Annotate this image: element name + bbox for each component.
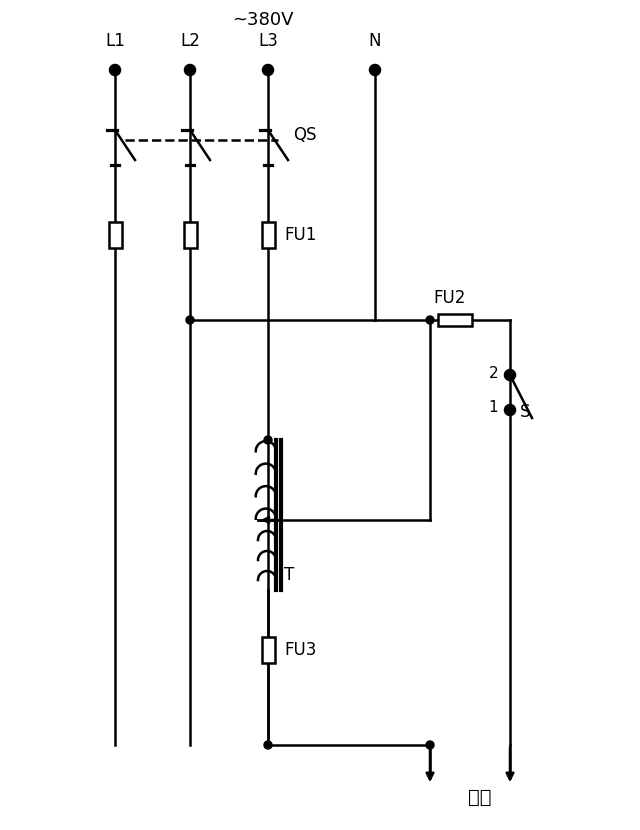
- Text: QS: QS: [293, 126, 317, 144]
- Circle shape: [264, 741, 272, 749]
- Circle shape: [426, 316, 434, 324]
- Bar: [262, 222, 275, 248]
- Circle shape: [185, 65, 195, 75]
- Bar: [184, 222, 196, 248]
- Text: ~380V: ~380V: [232, 11, 294, 29]
- Text: FU2: FU2: [434, 289, 466, 307]
- Circle shape: [505, 370, 515, 380]
- Circle shape: [264, 436, 272, 444]
- Text: N: N: [369, 32, 381, 50]
- Bar: [262, 637, 275, 663]
- Text: T: T: [284, 566, 294, 584]
- Text: FU3: FU3: [284, 641, 316, 659]
- Text: 1: 1: [488, 401, 498, 416]
- Text: 2: 2: [488, 365, 498, 380]
- Bar: [109, 222, 122, 248]
- Circle shape: [263, 65, 273, 75]
- Circle shape: [426, 741, 434, 749]
- Circle shape: [505, 405, 515, 415]
- Circle shape: [370, 65, 380, 75]
- Text: FU1: FU1: [284, 226, 316, 244]
- Bar: [438, 314, 472, 326]
- Text: 输出: 输出: [468, 788, 492, 807]
- Text: S: S: [520, 403, 531, 421]
- Text: L2: L2: [180, 32, 200, 50]
- Text: L3: L3: [258, 32, 278, 50]
- Text: L1: L1: [105, 32, 125, 50]
- Circle shape: [110, 65, 120, 75]
- Circle shape: [186, 316, 194, 324]
